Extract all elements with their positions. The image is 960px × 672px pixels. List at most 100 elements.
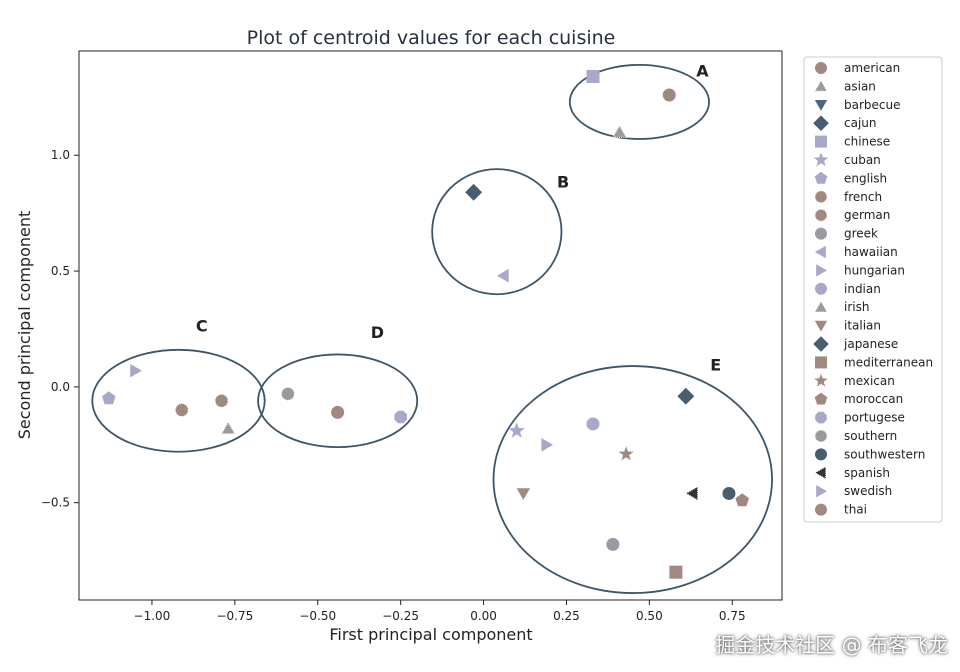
y-tick-label: −0.5 bbox=[41, 496, 70, 510]
cluster-e-label: E bbox=[710, 356, 721, 375]
legend-marker-moroccan bbox=[814, 392, 828, 405]
legend-label-mexican: mexican bbox=[844, 374, 895, 388]
point-italian bbox=[516, 488, 531, 500]
point-english bbox=[102, 391, 116, 405]
chart-title: Plot of centroid values for each cuisine bbox=[247, 27, 616, 49]
cluster-b-label: B bbox=[557, 173, 569, 192]
legend-label-thai: thai bbox=[844, 503, 867, 517]
legend-marker-southern bbox=[814, 429, 828, 443]
cluster-group: A B C D E bbox=[91, 61, 773, 594]
x-tick-label: 0.25 bbox=[553, 609, 580, 623]
cluster-a-ellipse bbox=[568, 63, 710, 140]
legend-label-swedish: swedish bbox=[844, 484, 892, 498]
point-portugese bbox=[394, 410, 407, 424]
legend-marker-mediterranean bbox=[815, 356, 827, 369]
legend-label-mediterranean: mediterranean bbox=[844, 355, 933, 369]
legend-marker-cajun bbox=[813, 115, 829, 131]
y-axis-label: Second principal component bbox=[15, 211, 34, 440]
point-cuban bbox=[508, 422, 525, 438]
legend-label-cajun: cajun bbox=[844, 116, 877, 130]
point-swedish bbox=[130, 363, 142, 378]
legend-marker-barbecue bbox=[814, 100, 828, 111]
legend-marker-german bbox=[814, 208, 828, 222]
legend-marker-italian bbox=[814, 320, 828, 332]
point-mediterranean bbox=[669, 565, 683, 579]
x-axis: −1.00 −0.75 −0.50 −0.25 0.00 0.25 0.50 0.75 bbox=[134, 600, 746, 623]
point-group bbox=[102, 69, 749, 579]
legend-marker-chinese bbox=[815, 135, 827, 148]
legend-marker-japanese bbox=[813, 336, 829, 352]
cluster-c-label: C bbox=[196, 316, 208, 335]
legend-marker-cuban bbox=[813, 152, 829, 167]
legend-label-hungarian: hungarian bbox=[844, 263, 905, 277]
legend: american asian barbecue cajun chinese cuban en… bbox=[812, 61, 933, 517]
legend-marker-southwestern bbox=[815, 448, 827, 461]
point-american bbox=[662, 88, 676, 102]
legend-label-southwestern: southwestern bbox=[844, 447, 925, 461]
y-tick-label: 0.0 bbox=[51, 380, 70, 394]
legend-label-german: german bbox=[844, 208, 890, 222]
legend-label-hawaiian: hawaiian bbox=[844, 245, 898, 259]
point-japanese bbox=[677, 387, 695, 405]
x-tick-label: 0.00 bbox=[470, 609, 497, 623]
point-hungarian bbox=[541, 438, 554, 452]
legend-label-american: american bbox=[844, 61, 900, 75]
legend-label-chinese: chinese bbox=[844, 135, 890, 149]
legend-marker-swedish bbox=[816, 485, 827, 498]
point-southwestern bbox=[722, 486, 736, 500]
x-tick-label: −0.25 bbox=[382, 609, 419, 623]
point-moroccan bbox=[735, 493, 749, 507]
legend-marker-hawaiian bbox=[815, 245, 826, 259]
legend-marker-indian bbox=[815, 282, 827, 295]
legend-label-spanish: spanish bbox=[844, 466, 890, 480]
legend-label-asian: asian bbox=[844, 79, 876, 93]
legend-label-indian: indian bbox=[844, 282, 881, 296]
point-greek bbox=[606, 537, 620, 551]
legend-label-english: english bbox=[844, 171, 887, 185]
cluster-d-label: D bbox=[371, 323, 384, 342]
cluster-d-ellipse bbox=[257, 353, 419, 449]
legend-label-cuban: cuban bbox=[844, 153, 881, 167]
legend-label-moroccan: moroccan bbox=[844, 392, 903, 406]
y-tick-label: 1.0 bbox=[51, 148, 70, 162]
x-tick-label: 0.50 bbox=[636, 609, 663, 623]
point-mexican bbox=[616, 444, 636, 463]
legend-label-french: french bbox=[844, 190, 882, 204]
legend-marker-french bbox=[814, 190, 828, 204]
legend-label-japanese: japanese bbox=[843, 337, 898, 351]
point-thai bbox=[331, 405, 345, 419]
legend-label-irish: irish bbox=[844, 300, 869, 314]
point-french bbox=[174, 403, 189, 418]
legend-marker-irish bbox=[813, 300, 829, 313]
cluster-c-ellipse bbox=[91, 348, 266, 453]
point-german bbox=[214, 393, 229, 408]
cluster-a-label: A bbox=[696, 61, 709, 80]
y-axis: −0.5 0.0 0.5 1.0 bbox=[41, 148, 79, 510]
legend-marker-english bbox=[814, 171, 828, 184]
x-tick-label: 0.75 bbox=[719, 609, 746, 623]
point-asian bbox=[611, 124, 628, 138]
legend-label-barbecue: barbecue bbox=[844, 98, 901, 112]
legend-marker-spanish bbox=[813, 465, 827, 480]
watermark: 掘金技术社区 @ 布客飞龙 bbox=[715, 633, 948, 657]
point-indian bbox=[586, 417, 600, 431]
x-axis-label: First principal component bbox=[329, 625, 532, 644]
legend-label-portugese: portugese bbox=[844, 411, 905, 425]
point-cajun bbox=[465, 183, 483, 201]
legend-marker-asian bbox=[813, 79, 829, 92]
point-irish bbox=[220, 420, 236, 435]
legend-marker-american bbox=[815, 62, 827, 74]
point-chinese bbox=[586, 69, 600, 83]
plot-area bbox=[78, 50, 783, 601]
legend-label-greek: greek bbox=[844, 227, 878, 241]
point-hawaiian bbox=[497, 268, 509, 283]
legend-marker-mexican bbox=[812, 371, 830, 389]
x-tick-label: −0.75 bbox=[216, 609, 253, 623]
legend-label-italian: italian bbox=[844, 319, 881, 333]
legend-marker-hungarian bbox=[816, 264, 827, 277]
legend-marker-greek bbox=[815, 227, 827, 240]
cluster-e-ellipse bbox=[492, 365, 773, 594]
legend-label-southern: southern bbox=[844, 429, 897, 443]
cluster-b-ellipse bbox=[431, 168, 563, 296]
